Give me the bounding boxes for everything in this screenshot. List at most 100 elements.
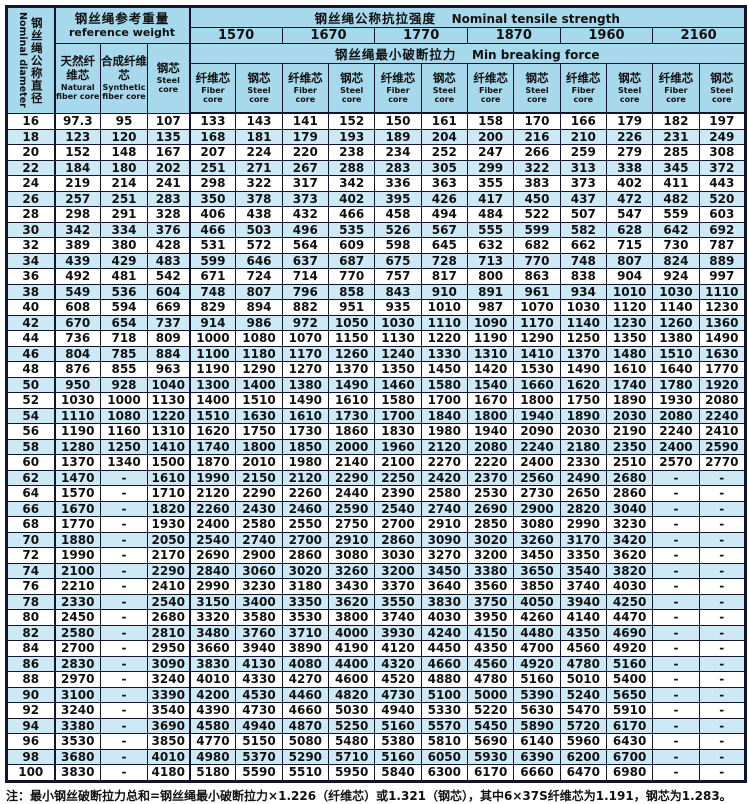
value-cell: 1140 [559, 314, 607, 331]
table-row: 64 1570-1710 2120 2290 2260 2440 2390 2580 2530 2… [6, 485, 746, 502]
value-cell: 817 [420, 268, 468, 285]
grade-row: 1570 1670 1770 1870 1960 2160 [7, 27, 746, 44]
value-cell: 4460 [281, 686, 330, 703]
value-cell: 1740 [605, 376, 654, 393]
value-cell: 542 [146, 268, 191, 285]
value-cell: 1370 [54, 454, 101, 471]
value-cell: 2540 [146, 593, 191, 610]
table-row: 28 298 291 328 406 438 432 466 458 494 484 522 507 54… [6, 206, 746, 223]
table-row: 48 876 855 963 1190 1290 1270 1370 1350 1450 1420 1… [6, 361, 746, 378]
value-cell: 555 [466, 221, 515, 238]
table-row: 46 804 785 884 1100 1180 1170 1260 1240 1330 1310 1… [6, 345, 746, 362]
value-cell: 2860 [374, 531, 422, 548]
value-cell: 3830 [54, 764, 101, 782]
fiber-core-header-zh: 纤维芯 [566, 70, 601, 85]
value-cell: 5080 [281, 733, 330, 750]
value-cell: 1100 [189, 345, 237, 362]
value-cell: 2330 [54, 593, 101, 610]
value-cell: - [652, 578, 700, 595]
value-cell: 507 [559, 206, 607, 223]
value-cell: 1000 [100, 392, 148, 409]
value-cell: 466 [189, 221, 237, 238]
diameter-cell: 56 [6, 423, 56, 440]
value-cell: 249 [698, 128, 746, 145]
diameter-cell: 64 [6, 485, 56, 502]
value-cell: 572 [235, 237, 283, 254]
value-cell: 3040 [605, 500, 654, 517]
value-cell: 1980 [420, 423, 468, 440]
value-cell: 1400 [189, 392, 237, 409]
diameter-cell: 66 [6, 500, 56, 517]
table-row: 84 2700-2950 3660 3940 3890 4190 4120 4450 4350 4… [6, 640, 746, 657]
value-cell: 3240 [146, 671, 191, 688]
min-breaking-force-en: Min breaking force [472, 48, 600, 62]
value-cell: 1290 [513, 330, 561, 347]
value-cell: 402 [327, 190, 376, 207]
value-cell: 167 [146, 144, 191, 161]
value-cell: - [698, 640, 746, 657]
value-cell: 496 [281, 221, 330, 238]
table-row: 36 492 481 542 671 724 714 770 757 817 800 863 838 90… [6, 268, 746, 285]
value-cell: 1250 [559, 330, 607, 347]
value-cell: 1050 [327, 314, 376, 331]
value-cell: 1070 [281, 330, 330, 347]
value-cell: 3090 [146, 655, 191, 672]
value-cell: 484 [466, 206, 515, 223]
value-cell: 1770 [54, 516, 101, 533]
value-cell: 1990 [54, 547, 101, 564]
value-cell: 843 [374, 283, 422, 300]
value-cell: 322 [235, 175, 283, 192]
value-cell: 395 [374, 190, 422, 207]
value-cell: 1510 [189, 407, 237, 424]
steel-core-header: 钢芯 Steel core [605, 63, 654, 114]
value-cell: - [652, 562, 700, 579]
table-row: 30 342 334 376 466 503 496 535 526 567 555 599 582 62… [6, 221, 746, 238]
value-cell: 166 [559, 112, 607, 130]
value-cell: 6200 [559, 748, 607, 765]
value-cell: - [100, 562, 148, 579]
value-cell: 2690 [189, 547, 237, 564]
value-cell: 2740 [420, 500, 468, 517]
value-cell: 2100 [374, 454, 422, 471]
value-cell: 6660 [513, 764, 561, 782]
table-row: 38 549 536 604 748 807 796 858 843 910 891 961 934 10… [6, 283, 746, 300]
value-cell: 2550 [281, 516, 330, 533]
value-cell: 4580 [189, 717, 237, 734]
value-cell: 443 [698, 175, 746, 192]
diameter-cell: 34 [6, 252, 56, 269]
value-cell: 1230 [698, 299, 746, 316]
value-cell: 5960 [559, 733, 607, 750]
steel-core-header-zh: 钢芯 [247, 70, 271, 85]
value-cell: 1730 [327, 407, 376, 424]
value-cell: 5010 [559, 671, 607, 688]
steel-core-header: 钢芯 Steel core [327, 63, 376, 114]
diameter-cell: 58 [6, 438, 56, 455]
value-cell: 1270 [281, 361, 330, 378]
value-cell: 2150 [235, 469, 283, 486]
diameter-cell: 68 [6, 516, 56, 533]
value-cell: 389 [54, 237, 101, 254]
value-cell: 1310 [466, 345, 515, 362]
value-cell: 1290 [235, 361, 283, 378]
value-cell: 483 [146, 252, 191, 269]
value-cell: 3710 [281, 624, 330, 641]
value-cell: 1470 [54, 469, 101, 486]
value-cell: 4530 [235, 686, 283, 703]
value-cell: - [698, 717, 746, 734]
value-cell: 1750 [235, 423, 283, 440]
value-cell: 1570 [54, 485, 101, 502]
value-cell: 4920 [513, 655, 561, 672]
value-cell: 1710 [146, 485, 191, 502]
value-cell: 4010 [146, 748, 191, 765]
value-cell: 481 [100, 268, 148, 285]
value-cell: 3940 [559, 593, 607, 610]
value-cell: 266 [513, 144, 561, 161]
value-cell: 1370 [327, 361, 376, 378]
fiber-core-header-en: Fiber core [664, 85, 688, 104]
value-cell: 3540 [559, 562, 607, 579]
value-cell: 5840 [374, 764, 422, 782]
value-cell: 5400 [605, 671, 654, 688]
value-cell: 2540 [189, 531, 237, 548]
value-cell: 4240 [420, 624, 468, 641]
value-cell: 1580 [420, 376, 468, 393]
